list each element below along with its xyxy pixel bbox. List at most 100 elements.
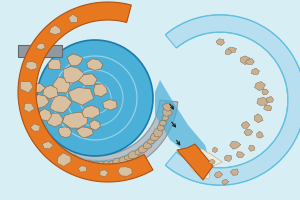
Polygon shape xyxy=(236,152,244,158)
Polygon shape xyxy=(53,77,70,93)
Polygon shape xyxy=(18,45,62,57)
Polygon shape xyxy=(36,43,45,50)
Polygon shape xyxy=(46,113,63,127)
Polygon shape xyxy=(177,144,213,180)
Polygon shape xyxy=(51,144,59,150)
Polygon shape xyxy=(118,157,128,164)
Polygon shape xyxy=(138,146,147,153)
Polygon shape xyxy=(18,2,153,182)
Polygon shape xyxy=(245,59,254,65)
Polygon shape xyxy=(42,141,53,149)
Polygon shape xyxy=(249,145,255,151)
Polygon shape xyxy=(68,14,77,23)
Polygon shape xyxy=(209,159,215,164)
Polygon shape xyxy=(264,105,272,111)
Polygon shape xyxy=(256,131,263,138)
Polygon shape xyxy=(93,84,108,97)
Polygon shape xyxy=(244,129,253,136)
Polygon shape xyxy=(103,99,117,110)
Polygon shape xyxy=(103,161,111,166)
Polygon shape xyxy=(24,103,34,112)
Polygon shape xyxy=(227,47,236,53)
Polygon shape xyxy=(44,137,51,142)
Polygon shape xyxy=(68,87,94,105)
Polygon shape xyxy=(155,80,210,162)
Polygon shape xyxy=(20,82,33,93)
Polygon shape xyxy=(254,114,263,123)
Polygon shape xyxy=(49,25,61,35)
Polygon shape xyxy=(97,161,105,168)
Polygon shape xyxy=(266,96,274,103)
Polygon shape xyxy=(76,158,83,163)
Polygon shape xyxy=(163,103,173,111)
Polygon shape xyxy=(90,120,101,130)
Polygon shape xyxy=(124,154,132,160)
Polygon shape xyxy=(153,128,163,137)
Polygon shape xyxy=(151,133,159,141)
Polygon shape xyxy=(30,124,40,131)
Polygon shape xyxy=(50,95,72,113)
Polygon shape xyxy=(68,54,83,66)
Polygon shape xyxy=(45,139,57,148)
Polygon shape xyxy=(241,121,250,128)
Polygon shape xyxy=(216,39,224,45)
Polygon shape xyxy=(30,112,39,119)
Polygon shape xyxy=(31,83,45,93)
Polygon shape xyxy=(222,179,229,185)
Polygon shape xyxy=(224,155,232,161)
Polygon shape xyxy=(225,49,232,55)
Polygon shape xyxy=(262,89,268,95)
Polygon shape xyxy=(92,161,99,166)
Polygon shape xyxy=(28,106,36,112)
Polygon shape xyxy=(76,127,93,138)
Polygon shape xyxy=(78,166,87,172)
Polygon shape xyxy=(22,100,178,173)
Polygon shape xyxy=(157,125,165,131)
Polygon shape xyxy=(118,167,132,176)
Polygon shape xyxy=(40,131,47,138)
Polygon shape xyxy=(79,74,97,85)
Polygon shape xyxy=(159,120,167,126)
Polygon shape xyxy=(56,147,64,153)
Polygon shape xyxy=(189,149,222,179)
Polygon shape xyxy=(38,109,52,121)
Polygon shape xyxy=(36,126,46,134)
Polygon shape xyxy=(128,151,138,159)
Polygon shape xyxy=(214,171,223,178)
Polygon shape xyxy=(230,169,238,175)
Polygon shape xyxy=(82,160,88,165)
Polygon shape xyxy=(257,97,268,106)
Polygon shape xyxy=(112,158,123,165)
Polygon shape xyxy=(251,68,260,75)
Polygon shape xyxy=(26,61,37,70)
Polygon shape xyxy=(108,161,116,165)
Polygon shape xyxy=(100,170,108,177)
Polygon shape xyxy=(163,108,172,116)
Polygon shape xyxy=(33,120,43,129)
Polygon shape xyxy=(82,105,100,118)
Polygon shape xyxy=(240,56,250,65)
Polygon shape xyxy=(64,154,73,160)
Polygon shape xyxy=(59,127,72,138)
Polygon shape xyxy=(254,82,266,91)
Circle shape xyxy=(37,40,153,156)
Polygon shape xyxy=(86,160,93,167)
Polygon shape xyxy=(61,151,68,158)
Polygon shape xyxy=(230,141,241,149)
Polygon shape xyxy=(57,153,71,166)
Polygon shape xyxy=(43,85,58,99)
Polygon shape xyxy=(135,149,141,155)
Polygon shape xyxy=(143,142,152,149)
Polygon shape xyxy=(162,116,169,121)
Polygon shape xyxy=(165,15,300,185)
Polygon shape xyxy=(212,147,217,153)
Polygon shape xyxy=(31,116,40,125)
Polygon shape xyxy=(32,95,49,108)
Polygon shape xyxy=(48,59,61,70)
Polygon shape xyxy=(63,67,84,83)
Polygon shape xyxy=(87,59,103,70)
Polygon shape xyxy=(69,154,79,162)
Polygon shape xyxy=(62,112,88,128)
Polygon shape xyxy=(148,139,154,144)
Polygon shape xyxy=(27,101,173,168)
